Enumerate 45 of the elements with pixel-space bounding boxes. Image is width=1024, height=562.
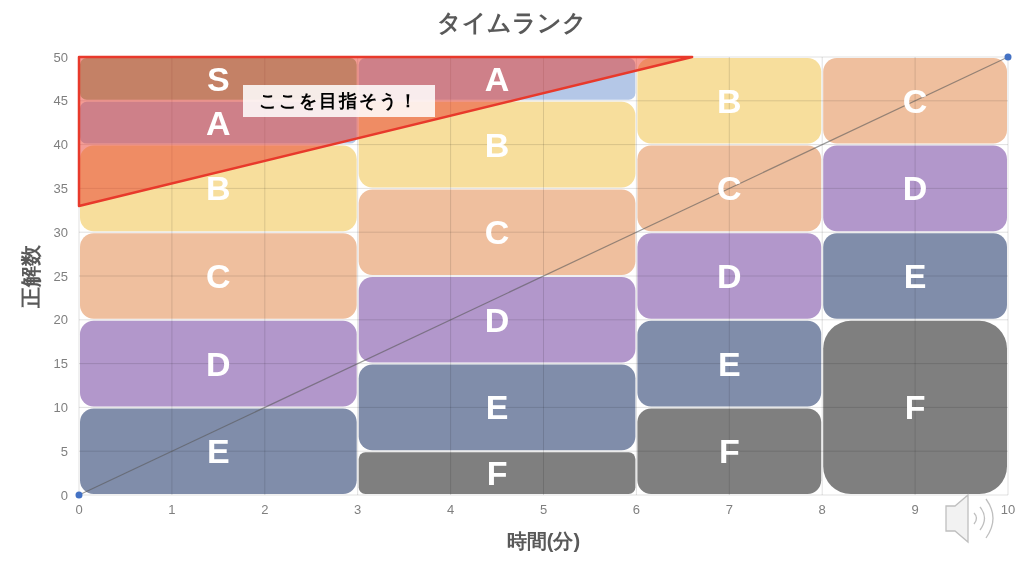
series-label: B [484,125,510,164]
y-tick-label: 45 [53,93,68,109]
x-tick-label: 2 [261,502,269,517]
y-tick-label: 30 [53,224,68,240]
series-label: E [485,388,509,427]
y-tick-label: 0 [60,487,68,503]
series-label: C [206,257,231,295]
series-label: E [717,344,741,383]
y-tick-label: 50 [53,49,68,65]
y-tick-label: 20 [53,312,68,328]
x-tick-label: 0 [75,502,83,517]
series-label: A [484,59,510,98]
x-tick-label: 5 [539,502,548,517]
series-label: S [207,59,230,98]
x-tick-label: 3 [354,502,362,517]
series-label: B [717,81,742,120]
chart-title: タイムランク [437,8,587,36]
series-label: B [206,169,231,208]
y-tick-label: 15 [53,356,68,372]
y-tick-label: 25 [53,268,68,284]
series-label: D [717,257,742,295]
series-label: E [207,432,230,471]
series-label: C [484,213,510,252]
x-tick-label: 9 [911,502,919,517]
y-tick-label: 5 [60,443,68,459]
x-tick-label: 4 [447,502,455,517]
series-label: F [718,432,740,471]
y-tick-label: 35 [53,180,68,196]
x-tick-label: 7 [725,502,733,517]
x-tick-label: 8 [818,502,826,517]
series-label: F [904,388,926,427]
x-tick-label: 6 [632,502,640,517]
y-tick-label: 10 [53,399,68,415]
series-label: E [903,257,927,295]
series-label: A [206,103,231,142]
series-label: F [486,454,508,493]
series-label: D [206,344,231,383]
x-tick-label: 1 [168,502,176,517]
annotation: ここを目指そう！ [259,91,419,111]
y-tick-label: 40 [53,137,68,153]
y-axis-title: 正解数 [18,244,42,308]
x-axis-title: 時間(分) [506,530,581,552]
x-tick-label: 10 [1000,502,1016,517]
series-label: D [484,300,510,339]
series-label: D [902,169,928,208]
